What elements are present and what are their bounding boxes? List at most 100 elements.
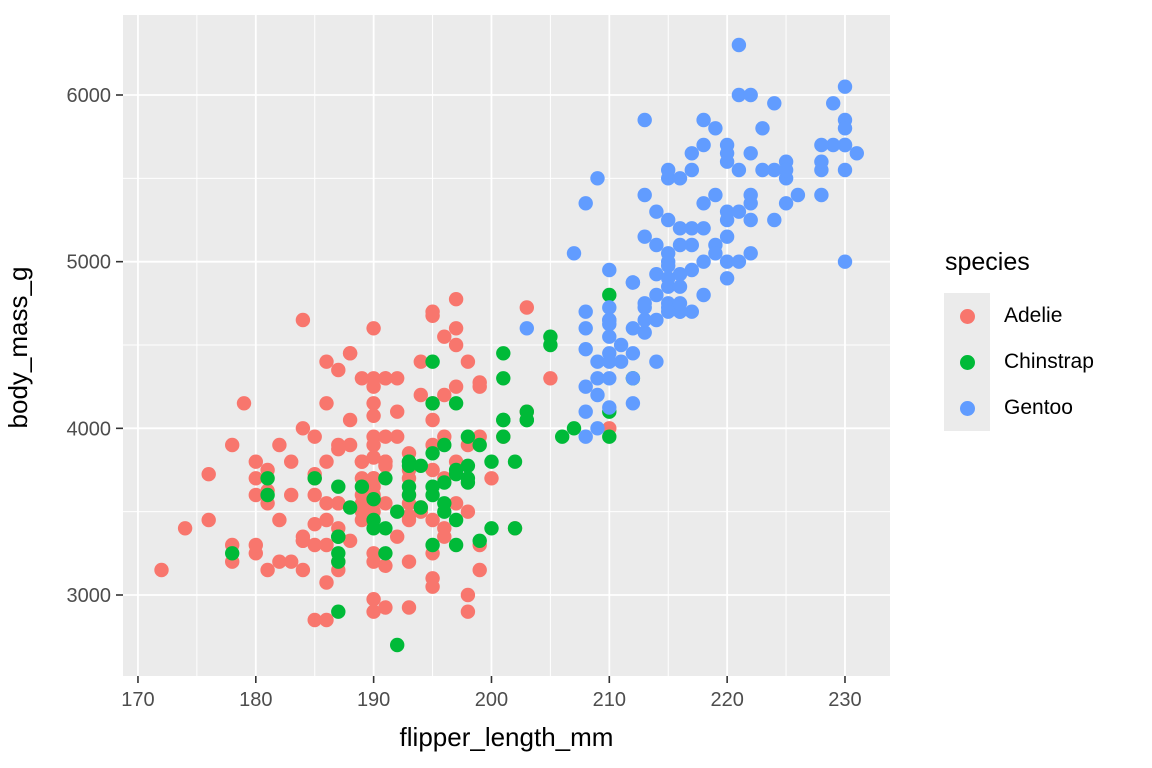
data-point-gentoo	[590, 421, 605, 436]
data-point-adelie	[472, 562, 487, 578]
data-point-adelie	[342, 346, 358, 361]
data-point-chinstrap	[413, 500, 428, 515]
data-point-adelie	[319, 496, 334, 511]
x-tick-label: 190	[357, 689, 390, 711]
data-point-adelie	[366, 604, 381, 619]
data-point-adelie	[519, 300, 534, 315]
data-point-gentoo	[602, 400, 617, 415]
data-point-adelie	[390, 429, 405, 444]
data-point-chinstrap	[260, 487, 275, 503]
data-point-adelie	[342, 437, 358, 453]
data-point-gentoo	[743, 246, 758, 261]
data-point-gentoo	[625, 321, 641, 336]
data-point-adelie	[354, 454, 370, 469]
legend-label-chinstrap: Chinstrap	[1004, 350, 1094, 373]
data-point-adelie	[177, 521, 193, 536]
data-point-chinstrap	[378, 546, 393, 561]
data-point-gentoo	[708, 246, 723, 261]
data-point-adelie	[307, 537, 322, 553]
data-point-adelie	[425, 304, 440, 319]
data-point-adelie	[307, 517, 322, 532]
data-point-gentoo	[578, 429, 593, 444]
data-point-gentoo	[637, 296, 652, 311]
data-point-adelie	[448, 337, 464, 353]
data-point-gentoo	[649, 267, 664, 282]
data-point-gentoo	[602, 262, 617, 278]
data-point-adelie	[425, 579, 440, 594]
data-point-gentoo	[743, 87, 758, 103]
data-point-gentoo	[731, 254, 747, 269]
data-point-gentoo	[625, 346, 641, 361]
data-point-adelie	[342, 412, 358, 428]
data-point-gentoo	[649, 312, 664, 328]
data-point-chinstrap	[448, 462, 464, 478]
data-point-adelie	[484, 471, 499, 486]
data-point-adelie	[401, 600, 417, 615]
data-point-gentoo	[672, 296, 688, 311]
data-point-adelie	[248, 537, 263, 553]
data-point-gentoo	[672, 267, 688, 282]
data-point-adelie	[331, 496, 346, 511]
data-point-adelie	[260, 562, 275, 578]
data-point-adelie	[366, 371, 381, 386]
data-point-chinstrap	[354, 479, 370, 494]
data-point-adelie	[378, 371, 393, 386]
legend-key-chinstrap	[944, 339, 990, 385]
data-point-gentoo	[602, 317, 617, 332]
data-point-adelie	[295, 421, 311, 436]
data-point-gentoo	[731, 37, 747, 53]
data-point-adelie	[366, 408, 381, 423]
data-point-adelie	[543, 371, 558, 386]
data-point-chinstrap	[484, 521, 499, 536]
data-point-adelie	[307, 612, 322, 628]
data-point-gentoo	[826, 96, 841, 111]
data-point-adelie	[448, 496, 464, 511]
data-point-adelie	[225, 437, 240, 453]
x-tick-label: 180	[239, 689, 272, 711]
data-point-adelie	[248, 471, 263, 486]
data-point-gentoo	[849, 146, 864, 161]
data-point-adelie	[401, 508, 417, 523]
data-point-chinstrap	[425, 396, 440, 411]
data-point-gentoo	[778, 162, 794, 178]
data-point-adelie	[272, 512, 287, 528]
data-point-adelie	[366, 437, 381, 453]
data-point-adelie	[366, 546, 381, 561]
data-point-gentoo	[684, 304, 699, 319]
data-point-adelie	[331, 442, 346, 457]
data-point-adelie	[401, 554, 417, 569]
data-point-gentoo	[684, 237, 699, 253]
data-point-chinstrap	[460, 458, 476, 473]
data-point-chinstrap	[401, 458, 417, 473]
data-point-gentoo	[661, 304, 676, 319]
data-point-chinstrap	[507, 521, 523, 536]
data-point-chinstrap	[401, 487, 417, 503]
data-point-adelie	[307, 487, 322, 503]
data-point-chinstrap	[331, 479, 346, 494]
data-point-adelie	[448, 379, 464, 394]
data-point-gentoo	[637, 229, 652, 244]
data-point-adelie	[378, 496, 393, 511]
data-point-gentoo	[637, 325, 652, 340]
data-point-gentoo	[743, 146, 758, 161]
data-point-adelie	[307, 429, 322, 444]
data-point-gentoo	[684, 221, 699, 236]
data-point-gentoo	[837, 79, 853, 94]
legend-key-adelie	[944, 293, 990, 339]
data-point-gentoo	[672, 237, 688, 253]
data-point-gentoo	[661, 258, 676, 273]
x-tick-label: 170	[121, 689, 154, 711]
data-point-gentoo	[755, 162, 770, 178]
data-point-gentoo	[696, 287, 711, 303]
data-point-adelie	[319, 512, 334, 528]
data-point-adelie	[366, 321, 381, 336]
data-point-adelie	[378, 558, 393, 573]
data-point-chinstrap	[342, 500, 358, 515]
data-point-gentoo	[790, 187, 806, 203]
data-point-chinstrap	[331, 604, 346, 619]
data-point-chinstrap	[437, 504, 452, 519]
data-point-adelie	[248, 487, 263, 503]
data-point-gentoo	[661, 162, 676, 178]
data-point-gentoo	[602, 371, 617, 386]
data-point-gentoo	[672, 221, 688, 236]
